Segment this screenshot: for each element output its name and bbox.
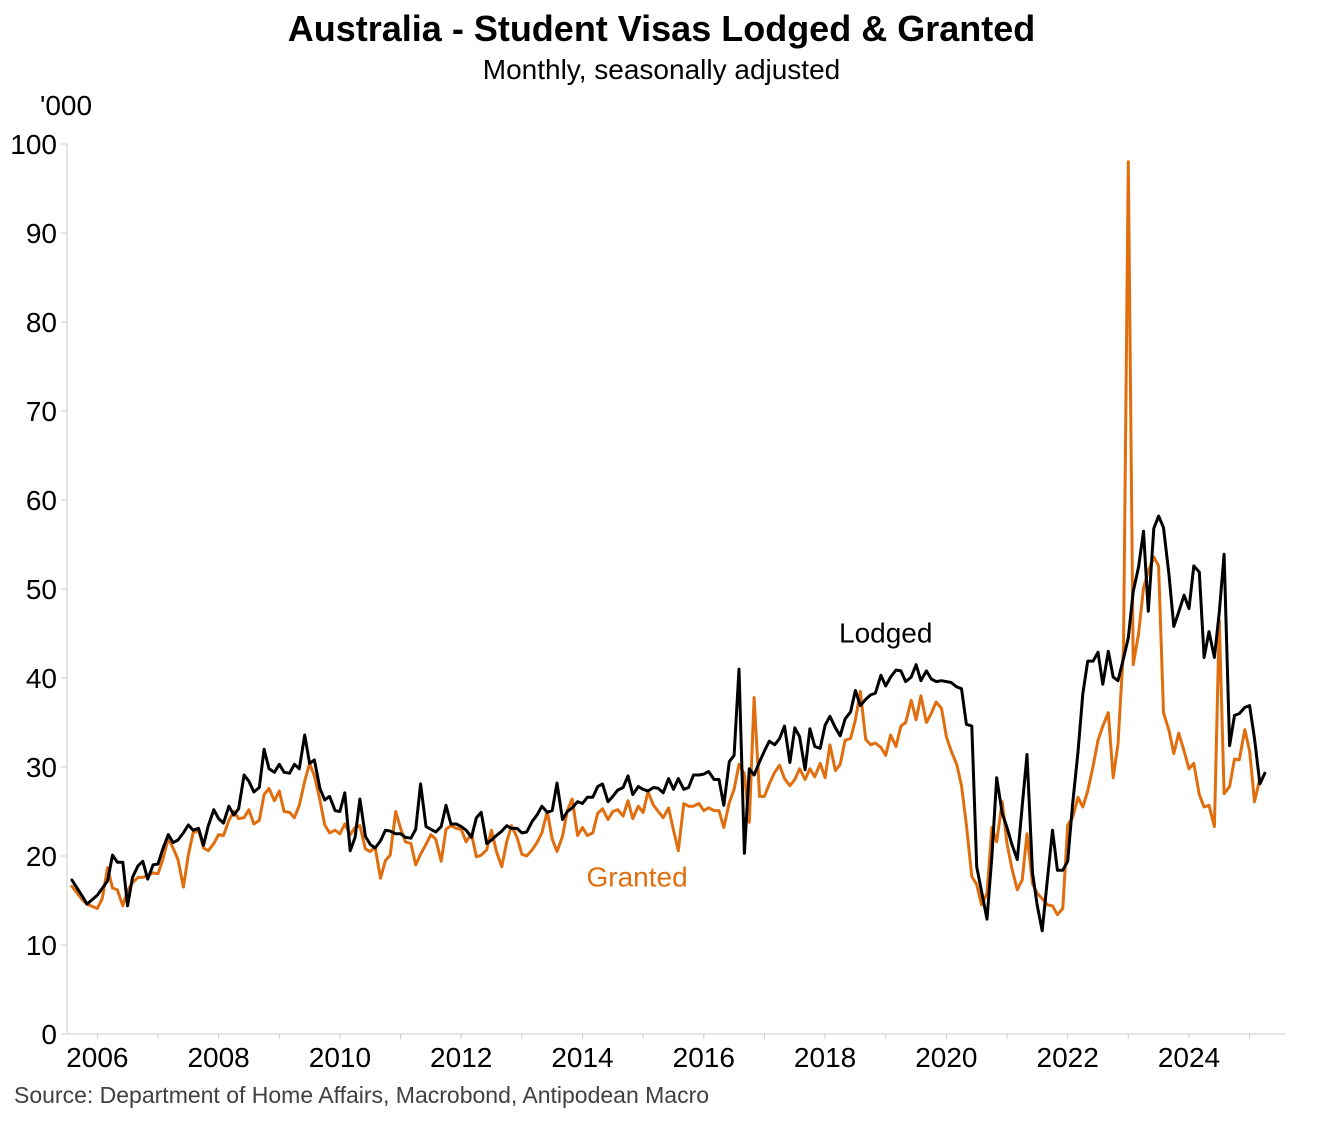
y-tick-label: 0 <box>41 1019 57 1050</box>
y-tick-label: 60 <box>26 485 57 516</box>
y-tick-label: 70 <box>26 396 57 427</box>
series-layer <box>70 160 1267 933</box>
series-label-granted: Granted <box>586 861 687 892</box>
chart-title: Australia - Student Visas Lodged & Grant… <box>287 8 1036 49</box>
x-tick-label: 2008 <box>187 1042 249 1073</box>
source-note: Source: Department of Home Affairs, Macr… <box>14 1082 710 1108</box>
x-tick-label: 2020 <box>915 1042 977 1073</box>
y-tick-label: 50 <box>26 574 57 605</box>
y-tick-label: 20 <box>26 841 57 872</box>
x-tick-label: 2006 <box>66 1042 128 1073</box>
y-tick-label: 10 <box>26 930 57 961</box>
x-tick-label: 2022 <box>1037 1042 1099 1073</box>
series-line-granted <box>70 160 1262 917</box>
x-tick-label: 2018 <box>794 1042 856 1073</box>
y-axis-unit: '000 <box>40 90 93 121</box>
y-tick-label: 30 <box>26 752 57 783</box>
y-tick-label: 100 <box>10 129 57 160</box>
chart-subtitle: Monthly, seasonally adjusted <box>482 54 841 85</box>
x-tick-label: 2014 <box>551 1042 613 1073</box>
y-tick-label: 90 <box>26 218 57 249</box>
x-tick-label: 2012 <box>430 1042 492 1073</box>
series-labels: Lodged Granted <box>586 617 932 892</box>
series-label-lodged: Lodged <box>839 617 932 648</box>
x-tick-label: 2024 <box>1158 1042 1220 1073</box>
series-line-lodged <box>70 514 1267 933</box>
axes: 0 10 20 30 40 50 60 70 80 90 100 2006 2008 2010 2012 20… <box>10 129 1286 1073</box>
x-tick-label: 2016 <box>673 1042 735 1073</box>
x-tick-label: 2010 <box>309 1042 371 1073</box>
y-tick-label: 80 <box>26 307 57 338</box>
y-tick-label: 40 <box>26 663 57 694</box>
